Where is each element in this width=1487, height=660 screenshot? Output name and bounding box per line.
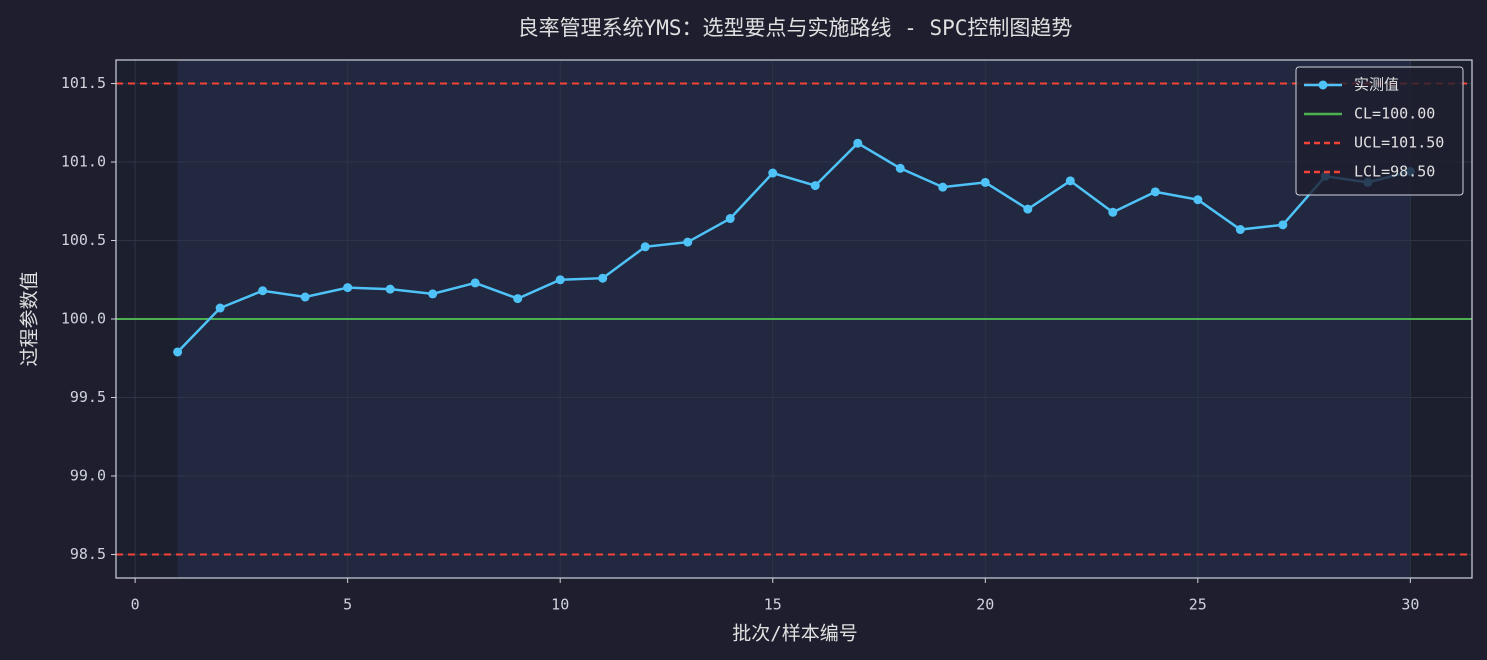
data-point: [810, 181, 820, 191]
data-point: [895, 163, 905, 173]
data-point: [768, 168, 778, 178]
chart-title: 良率管理系统YMS：选型要点与实施路线 - SPC控制图趋势: [518, 16, 1073, 40]
data-line: [176, 141, 1411, 353]
data-point: [938, 182, 948, 192]
data-point: [1278, 220, 1288, 230]
data-point: [1108, 207, 1118, 217]
data-point: [1150, 187, 1160, 197]
legend-box: [1295, 66, 1464, 196]
data-point: [1023, 204, 1033, 214]
x-tick-label: 25: [1189, 596, 1207, 614]
legend-label: LCL=98.50: [1354, 163, 1435, 181]
y-tick-label: 100.5: [61, 231, 106, 249]
data-point: [470, 278, 480, 288]
x-tick-label: 15: [764, 596, 782, 614]
y-tick-label: 101.5: [61, 74, 106, 92]
data-point: [513, 294, 523, 304]
y-tick-label: 99.0: [70, 466, 106, 484]
x-tick-label: 20: [976, 596, 994, 614]
x-tick-label: 30: [1401, 596, 1419, 614]
legend-label: 实测值: [1354, 76, 1399, 94]
data-point: [1193, 195, 1203, 205]
data-point: [215, 303, 225, 313]
x-tick-label: 0: [131, 596, 140, 614]
x-tick-label: 5: [343, 596, 352, 614]
y-tick-label: 101.0: [61, 153, 106, 171]
data-point: [1235, 225, 1245, 235]
y-axis-label: 过程参数值: [19, 271, 41, 366]
y-tick-label: 98.5: [70, 545, 106, 563]
x-axis-label: 批次/样本编号: [732, 623, 857, 645]
data-point: [725, 214, 735, 224]
data-point: [853, 138, 863, 148]
legend-label: CL=100.00: [1354, 105, 1435, 123]
legend-marker: [1318, 80, 1328, 90]
data-point: [555, 275, 565, 285]
data-point: [640, 242, 650, 252]
data-point: [598, 273, 608, 283]
plot-frame: [115, 59, 1473, 579]
data-point: [385, 284, 395, 294]
y-tick-label: 99.5: [70, 388, 106, 406]
data-point: [300, 292, 310, 302]
data-point: [173, 347, 183, 357]
x-tick-label: 10: [551, 596, 569, 614]
data-point: [980, 177, 990, 187]
y-tick-label: 100.0: [61, 310, 106, 328]
data-point: [258, 286, 268, 296]
legend: 实测值 CL=100.00 UCL=101.50 LCL=98.50: [1295, 66, 1464, 196]
data-point: [683, 237, 693, 247]
data-point: [343, 283, 353, 293]
data-point: [1065, 176, 1075, 186]
data-point: [428, 289, 438, 299]
legend-label: UCL=101.50: [1354, 134, 1444, 152]
